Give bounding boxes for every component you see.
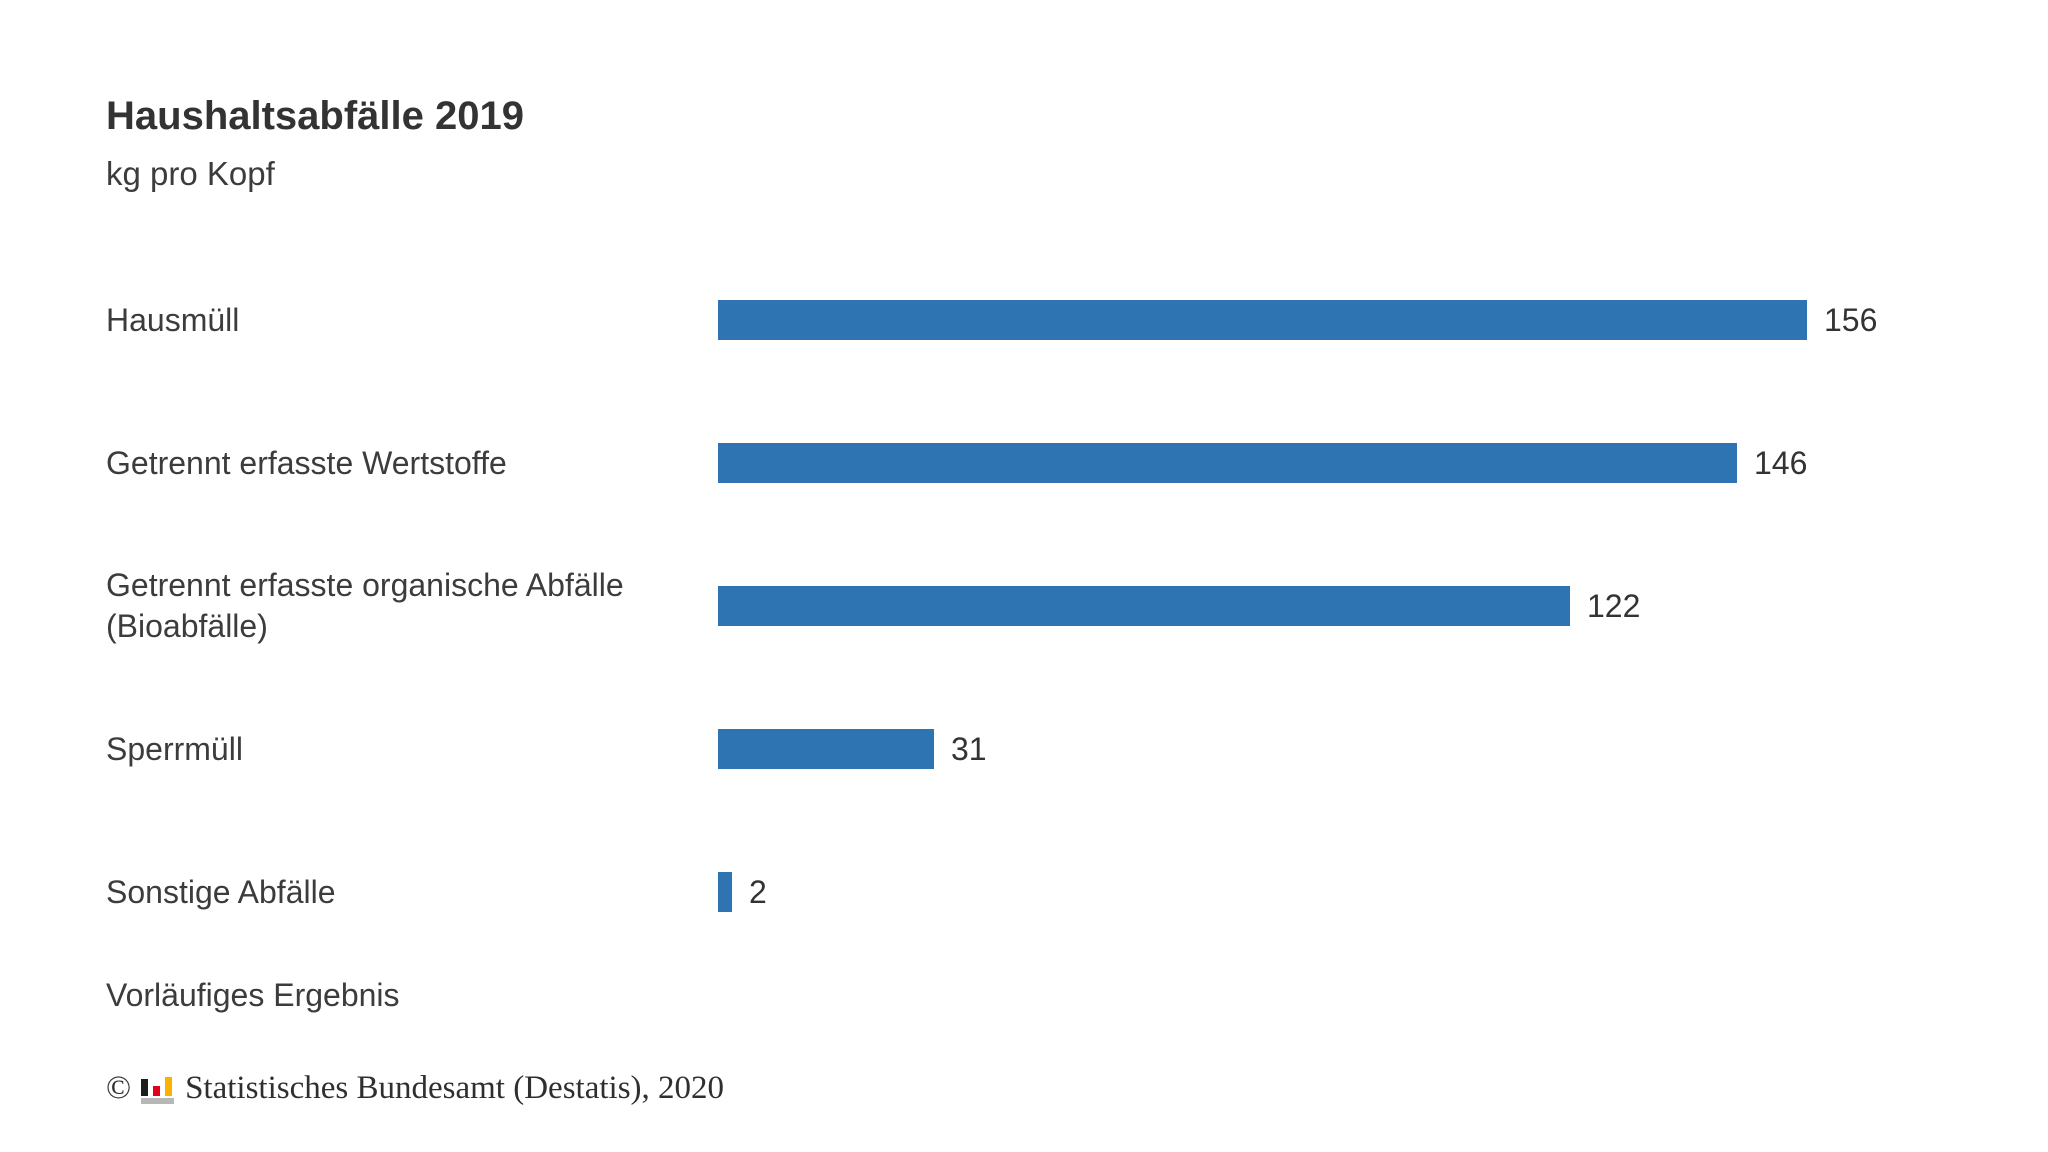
bar-row-hausmuell: Hausmüll 156 <box>106 249 2048 392</box>
value-label: 31 <box>951 730 987 767</box>
category-label: Sonstige Abfälle <box>106 873 336 910</box>
bar-track: 146 <box>718 443 2048 484</box>
bar-row-sonstige: Sonstige Abfälle 2 <box>106 821 2048 964</box>
bar-track: 122 <box>718 586 2048 627</box>
preliminary-result-note: Vorläufiges Ergebnis <box>106 976 400 1013</box>
category-label: Hausmüll <box>106 301 240 338</box>
value-label: 156 <box>1824 301 1878 338</box>
chart-title: Haushaltsabfälle 2019 <box>106 94 524 138</box>
destatis-logo-icon <box>141 1072 175 1105</box>
bar <box>718 729 934 770</box>
chart-unit-label: kg pro Kopf <box>106 155 275 192</box>
copyright-symbol: © <box>106 1069 132 1106</box>
value-label: 122 <box>1587 587 1641 624</box>
bar <box>718 443 1737 484</box>
bar-row-wertstoffe: Getrennt erfasste Wertstoffe 146 <box>106 392 2048 535</box>
value-label: 146 <box>1754 444 1808 481</box>
bar-track: 31 <box>718 729 2048 770</box>
bar-track: 156 <box>718 300 2048 341</box>
category-label: Getrennt erfasste organische Abfälle (Bi… <box>106 567 624 645</box>
bar-chart: Hausmüll 156 Getrennt erfasste Wertstoff… <box>106 249 2048 964</box>
value-label: 2 <box>749 873 767 910</box>
bar <box>718 872 732 913</box>
bar-row-sperrmuell: Sperrmüll 31 <box>106 678 2048 821</box>
category-label: Sperrmüll <box>106 730 243 767</box>
source-text: Statistisches Bundesamt (Destatis), 2020 <box>185 1069 725 1106</box>
bar <box>718 300 1807 341</box>
bar-row-bioabfaelle: Getrennt erfasste organische Abfälle (Bi… <box>106 535 2048 678</box>
category-label: Getrennt erfasste Wertstoffe <box>106 444 507 481</box>
bar <box>718 586 1570 627</box>
source-line: © Statistisches Bundesamt (Destatis), 20… <box>106 1070 2048 1107</box>
bar-track: 2 <box>718 872 2048 913</box>
